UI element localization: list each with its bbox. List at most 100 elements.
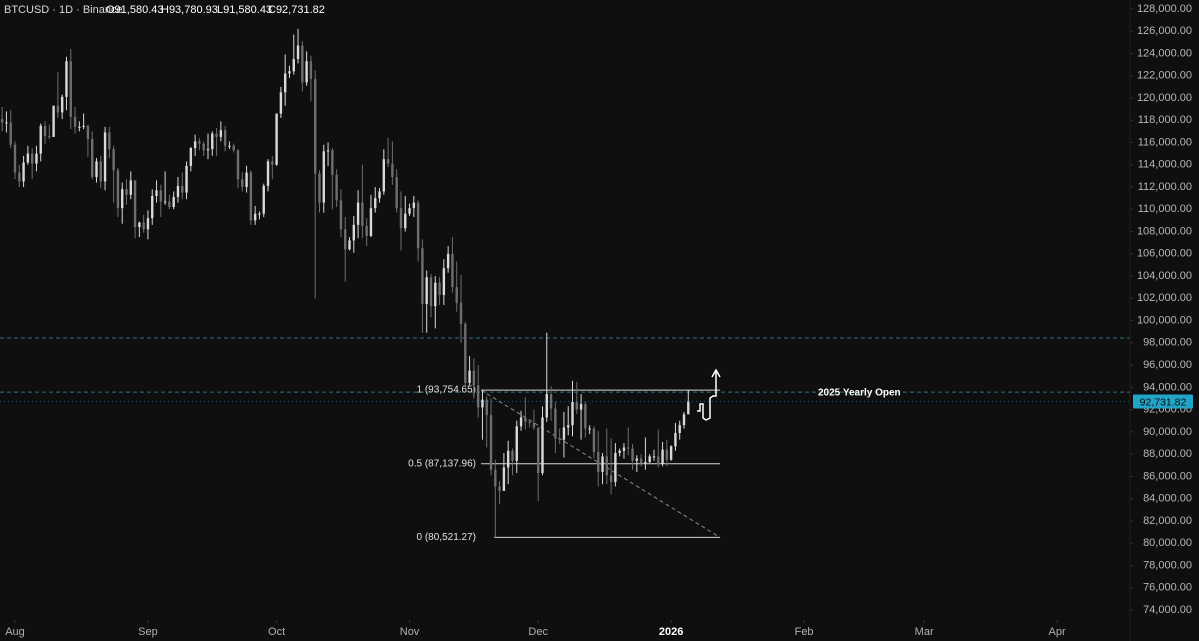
candle-body (429, 277, 433, 307)
candle-body (352, 224, 355, 241)
y-tick-label: 110,000.00 (1138, 203, 1192, 215)
candle-body (476, 385, 480, 408)
candle-body (69, 61, 72, 117)
candle-body (344, 229, 347, 250)
candle-body (674, 432, 677, 447)
candle-body (60, 96, 64, 113)
candle-body (112, 149, 115, 171)
candle-body (687, 401, 690, 415)
candle-body (421, 248, 424, 304)
candle-body (425, 277, 428, 304)
candle-body (446, 253, 450, 269)
candle-body (532, 422, 536, 428)
y-tick-label: 100,000.00 (1137, 314, 1192, 326)
level-label: 2025 Yearly Open (818, 388, 901, 399)
candle-body (489, 415, 493, 470)
candle-body (103, 132, 107, 182)
candle-body (168, 201, 171, 208)
y-tick-label: 94,000.00 (1143, 381, 1192, 393)
candle-body (108, 132, 111, 150)
y-tick-label: 108,000.00 (1137, 225, 1192, 237)
symbol: BTCUSD · 1D · Binance (4, 4, 123, 16)
candle-body (485, 399, 488, 416)
y-tick-label: 74,000.00 (1143, 604, 1192, 616)
candle-body (91, 139, 94, 177)
candle-body (416, 202, 420, 249)
candle-body (0, 119, 4, 123)
candle-body (275, 113, 278, 165)
fib-label: 0 (80,521.27) (417, 532, 477, 543)
candle-body (258, 213, 261, 215)
y-tick-label: 90,000.00 (1143, 426, 1192, 438)
y-tick-label: 84,000.00 (1143, 493, 1192, 505)
candle-body (262, 185, 265, 214)
candle-body (455, 287, 458, 303)
candle-body (121, 189, 124, 209)
y-tick-label: 112,000.00 (1138, 181, 1192, 193)
candle-body (669, 446, 673, 460)
y-tick-label: 118,000.00 (1138, 114, 1192, 126)
candle-body (361, 202, 364, 226)
x-tick-label: Apr (1049, 626, 1066, 638)
candle-body (35, 153, 38, 164)
candle-body (172, 197, 175, 208)
candle-body (211, 133, 214, 150)
candle-body (326, 150, 330, 152)
candle-body (232, 145, 235, 151)
candle-body (159, 190, 163, 202)
candle-body (249, 172, 253, 221)
candle-body (682, 414, 686, 426)
candle-body (494, 469, 497, 487)
candle-body (584, 404, 587, 429)
candle-body (627, 447, 630, 449)
candle-body (219, 130, 223, 137)
candle-body (459, 302, 463, 324)
candle-body (369, 208, 373, 236)
candle-body (301, 45, 304, 83)
candle-body (502, 467, 506, 491)
candle-body (133, 180, 137, 228)
candle-body (193, 141, 197, 149)
candle-body (176, 185, 180, 198)
candle-body (73, 116, 77, 127)
candle-body (305, 61, 308, 83)
candle-body (382, 159, 386, 192)
candle-body (189, 148, 193, 166)
candle-body (472, 370, 476, 386)
candle-body (657, 456, 660, 465)
projection-arrowhead (711, 368, 721, 378)
candle-body (99, 161, 102, 182)
candle-body (386, 159, 390, 164)
candle-body (215, 133, 218, 137)
candle-body (451, 253, 454, 288)
candle-body (549, 394, 553, 409)
candle-body (498, 486, 501, 491)
candle-body (78, 126, 81, 128)
x-tick-label: 2026 (659, 626, 683, 638)
y-tick-label: 82,000.00 (1143, 515, 1192, 527)
candle-body (588, 428, 591, 430)
candle-body (292, 58, 295, 72)
candle-body (567, 425, 570, 428)
candle-body (391, 163, 394, 177)
candle-body (519, 417, 523, 427)
x-tick-label: Mar (915, 626, 934, 638)
candle-body (622, 447, 626, 451)
candle-body (374, 198, 377, 209)
candle-body (395, 176, 398, 209)
candle-body (408, 208, 411, 214)
candle-body (18, 172, 21, 182)
candle-body (442, 268, 446, 295)
candle-body (223, 130, 227, 146)
candle-body (283, 73, 287, 93)
y-tick-label: 88,000.00 (1143, 448, 1192, 460)
candle-body (82, 125, 85, 127)
candle-body (399, 208, 403, 229)
candle-body (545, 394, 548, 418)
y-tick-label: 102,000.00 (1137, 292, 1192, 304)
candle-body (506, 450, 510, 468)
trend-line (480, 389, 721, 538)
y-tick-label: 126,000.00 (1137, 25, 1192, 37)
candle-body (365, 225, 368, 236)
